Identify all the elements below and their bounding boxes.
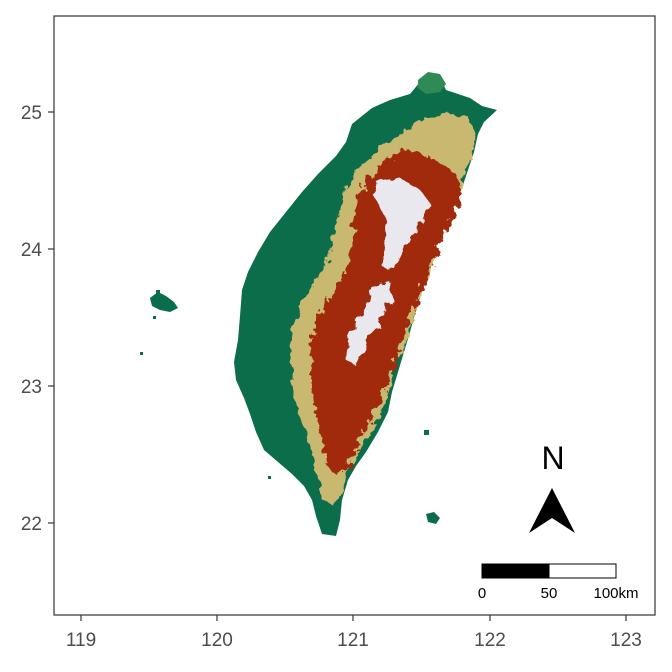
y-tick-label: 25 (21, 103, 42, 124)
scale-label: 100km (593, 585, 638, 602)
scale-bar: 0 50 100km (478, 563, 639, 602)
penghu-islet-3 (140, 352, 143, 355)
scale-label: 0 (478, 585, 486, 602)
orchid-island (426, 512, 440, 524)
green-island (424, 430, 429, 435)
taiwan-peaks-south (346, 280, 392, 366)
x-tick-label: 120 (201, 630, 233, 651)
taiwan-peaks-north (372, 178, 430, 272)
scale-bar-segment-white (548, 563, 617, 579)
north-arrow: N (529, 440, 575, 533)
x-tick-label: 122 (474, 630, 506, 651)
x-tick-label: 123 (610, 630, 642, 651)
liuqiu-island (268, 476, 271, 479)
x-tick-label: 121 (337, 630, 369, 651)
scale-label: 50 (541, 585, 558, 602)
penghu-islet-1 (156, 290, 160, 294)
y-tick-label: 23 (21, 377, 42, 398)
north-arrow-icon (529, 488, 575, 533)
x-tick-label: 119 (66, 630, 96, 651)
penghu-islet-2 (153, 316, 156, 319)
taiwan-highland (310, 148, 462, 476)
penghu-islands (150, 292, 178, 312)
scale-bar-segment-black (481, 563, 550, 579)
taiwan-north-cape (418, 72, 446, 94)
y-tick-label: 24 (21, 240, 43, 261)
y-axis: 25 24 23 22 (21, 103, 54, 535)
north-label: N (541, 440, 564, 476)
x-axis: 119 120 121 122 123 (66, 615, 642, 651)
y-tick-label: 22 (21, 514, 42, 535)
